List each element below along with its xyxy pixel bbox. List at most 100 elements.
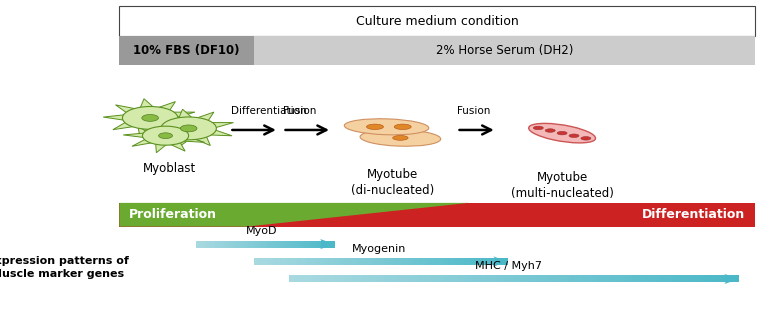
Bar — [416, 258, 420, 265]
FancyBboxPatch shape — [119, 6, 755, 36]
Bar — [593, 275, 598, 282]
Bar — [276, 241, 278, 248]
Text: Myogenin: Myogenin — [352, 243, 406, 254]
Bar — [242, 241, 243, 248]
Bar — [202, 241, 203, 248]
Bar — [410, 258, 413, 265]
Polygon shape — [154, 115, 176, 124]
Ellipse shape — [360, 130, 440, 146]
Bar — [384, 258, 387, 265]
Bar — [289, 275, 294, 282]
Bar — [356, 258, 359, 265]
Polygon shape — [119, 203, 469, 227]
Bar — [413, 258, 416, 265]
Bar — [520, 275, 525, 282]
Bar — [220, 241, 223, 248]
Bar — [486, 258, 489, 265]
FancyArrow shape — [725, 274, 738, 284]
Bar — [505, 258, 508, 265]
Bar — [483, 258, 486, 265]
Ellipse shape — [534, 126, 544, 130]
Bar — [369, 258, 372, 265]
Bar — [290, 241, 292, 248]
Bar — [253, 241, 256, 248]
Bar — [340, 275, 345, 282]
FancyArrow shape — [320, 239, 334, 249]
Bar — [308, 258, 311, 265]
Circle shape — [142, 114, 159, 121]
Bar — [296, 241, 299, 248]
Bar — [321, 258, 324, 265]
Bar — [245, 241, 246, 248]
Bar — [486, 275, 491, 282]
Bar — [330, 241, 332, 248]
Bar — [423, 258, 426, 265]
Bar — [317, 258, 321, 265]
Bar — [292, 241, 293, 248]
Bar — [571, 275, 576, 282]
Bar — [514, 275, 520, 282]
Bar — [372, 258, 375, 265]
Bar — [576, 275, 581, 282]
Polygon shape — [209, 130, 232, 136]
Bar — [365, 258, 369, 265]
Bar — [407, 275, 413, 282]
Bar — [320, 241, 321, 248]
Circle shape — [180, 125, 197, 132]
Bar — [302, 258, 305, 265]
Bar — [239, 241, 242, 248]
Bar — [429, 258, 432, 265]
Bar — [336, 258, 340, 265]
Polygon shape — [132, 139, 153, 146]
Bar — [248, 241, 250, 248]
Ellipse shape — [344, 119, 429, 135]
Bar — [346, 258, 350, 265]
Bar — [445, 258, 448, 265]
Ellipse shape — [545, 129, 555, 132]
Bar — [257, 241, 259, 248]
Bar — [554, 275, 559, 282]
Polygon shape — [116, 105, 137, 113]
Polygon shape — [179, 109, 192, 119]
Bar — [661, 275, 666, 282]
Ellipse shape — [394, 124, 411, 130]
Circle shape — [142, 126, 189, 145]
Text: Differentiation: Differentiation — [231, 106, 306, 116]
Bar — [469, 275, 474, 282]
Polygon shape — [157, 102, 176, 111]
Bar — [271, 241, 273, 248]
Bar — [238, 241, 239, 248]
Bar — [564, 275, 571, 282]
Text: Myoblast: Myoblast — [142, 162, 196, 175]
Bar — [717, 275, 722, 282]
Bar — [438, 258, 441, 265]
Bar — [327, 258, 330, 265]
Bar — [632, 275, 638, 282]
Bar — [375, 258, 378, 265]
Text: Expression patterns of
Muscle marker genes: Expression patterns of Muscle marker gen… — [0, 256, 129, 280]
Bar — [390, 275, 396, 282]
Bar — [325, 241, 326, 248]
Bar — [198, 241, 200, 248]
Bar — [353, 258, 356, 265]
Bar — [264, 241, 266, 248]
Bar — [224, 241, 226, 248]
Polygon shape — [169, 142, 185, 151]
Bar — [299, 241, 300, 248]
Bar — [340, 258, 343, 265]
Bar — [394, 258, 397, 265]
Bar — [252, 241, 253, 248]
Bar — [695, 275, 700, 282]
Text: Myotube
(multi-nucleated): Myotube (multi-nucleated) — [511, 171, 614, 200]
Bar — [610, 275, 615, 282]
Bar — [330, 258, 333, 265]
Bar — [638, 275, 644, 282]
Bar — [294, 275, 300, 282]
Bar — [559, 275, 564, 282]
Bar — [306, 275, 311, 282]
Bar — [407, 258, 410, 265]
Text: Proliferation: Proliferation — [129, 208, 216, 221]
Bar — [236, 241, 238, 248]
Text: MHC / Myh7: MHC / Myh7 — [474, 261, 542, 271]
Bar — [334, 275, 340, 282]
